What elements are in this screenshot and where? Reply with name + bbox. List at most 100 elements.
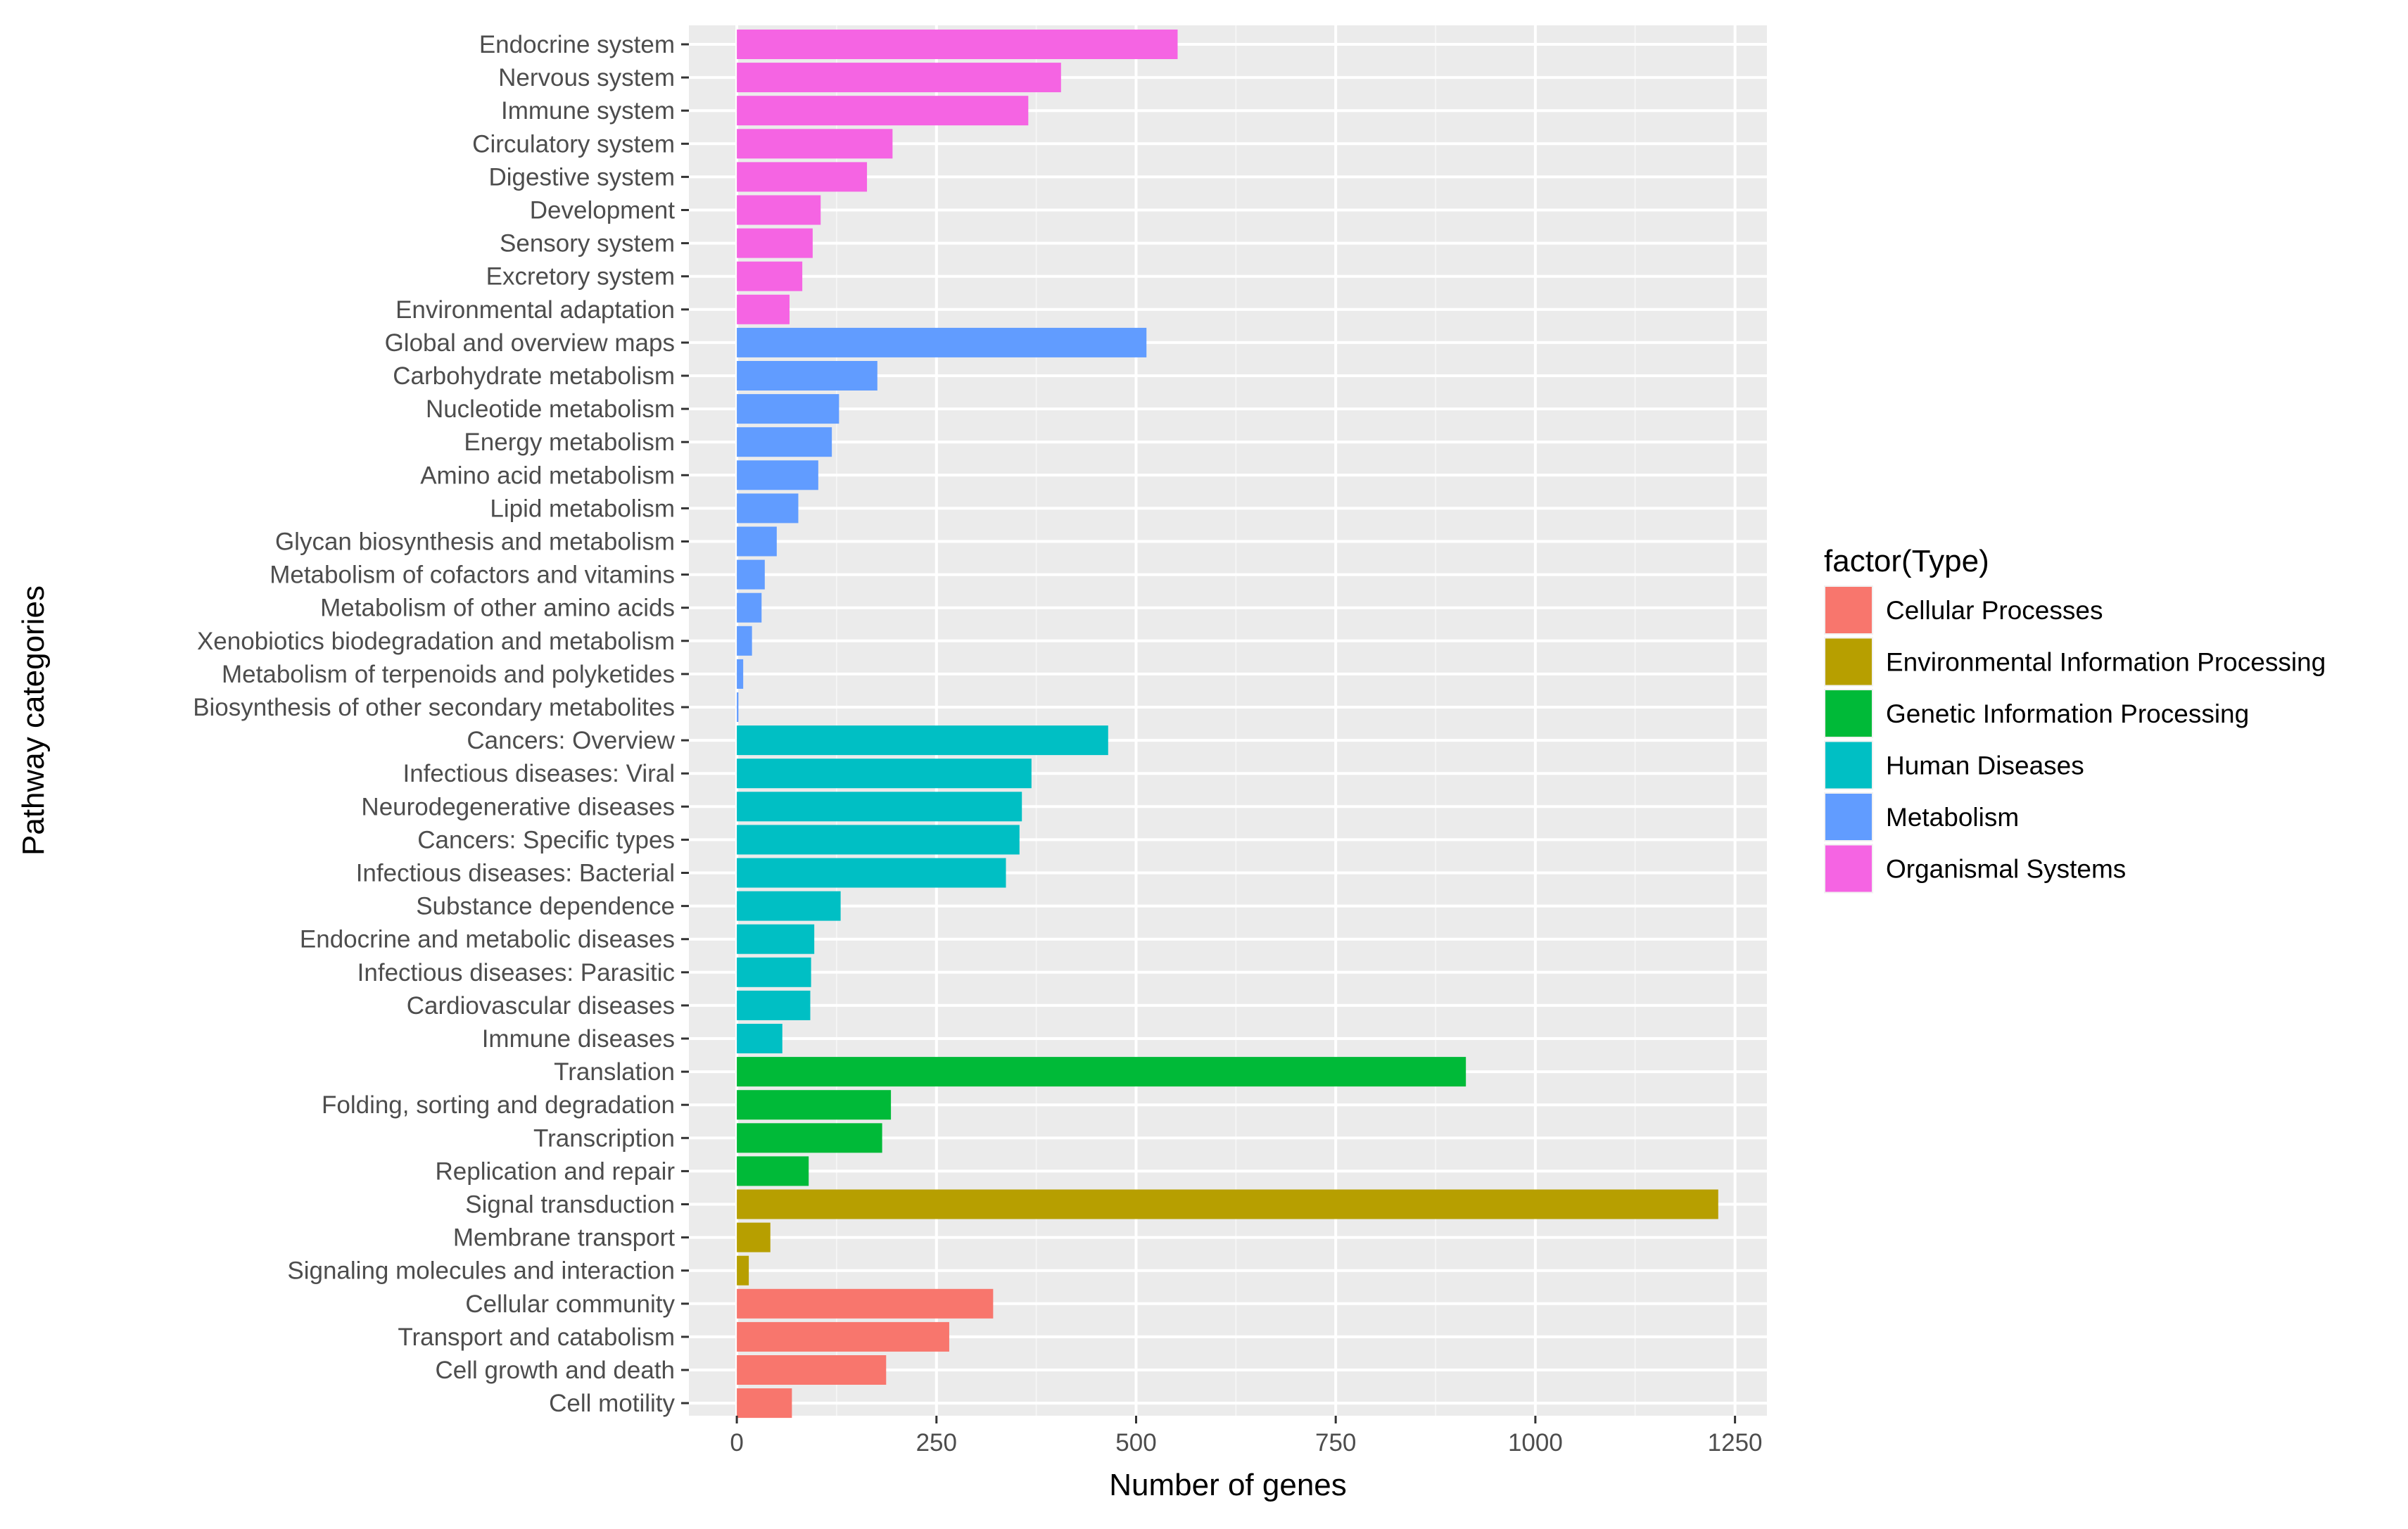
category-label: Cell growth and death bbox=[436, 1357, 676, 1384]
bar bbox=[737, 129, 893, 159]
category-label: Excretory system bbox=[486, 263, 675, 291]
category-label: Substance dependence bbox=[416, 893, 675, 920]
legend-key bbox=[1825, 587, 1872, 633]
legend-label: Cellular Processes bbox=[1886, 596, 2103, 625]
bar bbox=[737, 659, 744, 689]
category-label: Immune system bbox=[501, 97, 675, 125]
category-label: Carbohydrate metabolism bbox=[393, 362, 675, 390]
bar bbox=[737, 559, 765, 590]
category-label: Infectious diseases: Parasitic bbox=[357, 959, 675, 986]
x-tick-label: 750 bbox=[1315, 1429, 1356, 1457]
legend-title: factor(Type) bbox=[1824, 544, 1989, 578]
legend-key bbox=[1825, 638, 1872, 685]
bar bbox=[737, 96, 1029, 126]
category-label: Replication and repair bbox=[436, 1157, 676, 1185]
category-label: Energy metabolism bbox=[464, 429, 675, 456]
bars bbox=[737, 30, 1718, 1419]
bar bbox=[737, 361, 877, 391]
category-label: Metabolism of cofactors and vitamins bbox=[270, 562, 675, 589]
bar bbox=[737, 228, 813, 258]
category-label: Circulatory system bbox=[472, 130, 675, 158]
bar bbox=[737, 626, 752, 656]
category-label: Folding, sorting and degradation bbox=[322, 1091, 675, 1119]
bar bbox=[737, 990, 811, 1020]
bar bbox=[737, 1024, 782, 1053]
category-label: Cell motility bbox=[549, 1390, 675, 1417]
legend: factor(Type) Cellular Processes Environme… bbox=[1824, 544, 2326, 894]
legend-key bbox=[1825, 845, 1872, 892]
category-label: Nervous system bbox=[498, 64, 675, 91]
x-tick-label: 1000 bbox=[1508, 1429, 1563, 1457]
category-label: Endocrine and metabolic diseases bbox=[300, 926, 675, 953]
bar bbox=[737, 1222, 771, 1252]
legend-label: Environmental Information Processing bbox=[1886, 648, 2326, 677]
bar bbox=[737, 759, 1032, 789]
category-label: Cancers: Overview bbox=[467, 727, 675, 754]
bar bbox=[737, 195, 821, 225]
bar bbox=[737, 1156, 809, 1186]
legend-key bbox=[1825, 690, 1872, 737]
bar bbox=[737, 1321, 949, 1352]
bar bbox=[737, 1255, 749, 1286]
bar bbox=[737, 394, 839, 424]
bar bbox=[737, 1090, 892, 1120]
bar bbox=[737, 858, 1006, 888]
bar bbox=[737, 1189, 1718, 1219]
category-label: Infectious diseases: Viral bbox=[403, 760, 675, 787]
bar bbox=[737, 792, 1022, 822]
category-label: Endocrine system bbox=[479, 31, 675, 58]
bar bbox=[737, 592, 762, 623]
legend-label: Human Diseases bbox=[1886, 751, 2084, 780]
category-label: Sensory system bbox=[500, 230, 675, 258]
grid-lines bbox=[689, 25, 1767, 1416]
bar bbox=[737, 493, 799, 524]
bar bbox=[737, 725, 1108, 756]
bar bbox=[737, 1123, 882, 1153]
bar bbox=[737, 825, 1020, 855]
category-label: Transcription bbox=[533, 1124, 675, 1152]
category-label: Neurodegenerative diseases bbox=[361, 793, 675, 820]
category-label: Global and overview maps bbox=[385, 329, 675, 357]
category-label: Glycan biosynthesis and metabolism bbox=[275, 528, 675, 556]
x-axis-ticks: 0 250 500 750 1000 1250 bbox=[730, 1416, 1763, 1457]
category-label: Development bbox=[530, 197, 675, 224]
category-label: Digestive system bbox=[488, 163, 675, 191]
bar bbox=[737, 891, 841, 921]
category-label: Cancers: Specific types bbox=[417, 826, 675, 854]
bar bbox=[737, 294, 790, 324]
bar bbox=[737, 924, 815, 954]
bar bbox=[737, 1057, 1466, 1087]
category-label: Transport and catabolism bbox=[398, 1324, 675, 1351]
legend-key bbox=[1825, 794, 1872, 840]
bar bbox=[737, 1288, 994, 1319]
category-label: Environmental adaptation bbox=[395, 296, 675, 324]
bar bbox=[737, 327, 1147, 357]
x-tick-label: 0 bbox=[730, 1429, 743, 1457]
category-label: Nucleotide metabolism bbox=[426, 395, 675, 423]
category-label: Signal transduction bbox=[465, 1191, 675, 1219]
x-tick-label: 500 bbox=[1115, 1429, 1156, 1457]
category-label: Infectious diseases: Bacterial bbox=[356, 860, 675, 887]
category-label: Metabolism of terpenoids and polyketides bbox=[222, 661, 675, 688]
category-label: Amino acid metabolism bbox=[420, 462, 675, 489]
category-labels: Endocrine system Nervous system Immune sys… bbox=[193, 31, 689, 1417]
bar bbox=[737, 1355, 887, 1385]
bar bbox=[737, 957, 811, 987]
category-label: Immune diseases bbox=[482, 1025, 675, 1053]
bar bbox=[737, 162, 868, 192]
x-axis-title: Number of genes bbox=[1109, 1468, 1347, 1502]
bar bbox=[737, 261, 803, 291]
legend-label: Metabolism bbox=[1886, 803, 2019, 832]
category-label: Cardiovascular diseases bbox=[407, 992, 675, 1020]
legend-label: Organismal Systems bbox=[1886, 855, 2126, 884]
bar bbox=[737, 692, 739, 722]
bar bbox=[737, 460, 818, 490]
category-label: Xenobiotics biodegradation and metabolis… bbox=[197, 628, 675, 655]
category-label: Signaling molecules and interaction bbox=[287, 1257, 675, 1285]
bar bbox=[737, 427, 832, 457]
category-label: Membrane transport bbox=[453, 1224, 675, 1252]
bar bbox=[737, 63, 1061, 93]
bar bbox=[737, 1388, 792, 1419]
legend-key bbox=[1825, 742, 1872, 789]
